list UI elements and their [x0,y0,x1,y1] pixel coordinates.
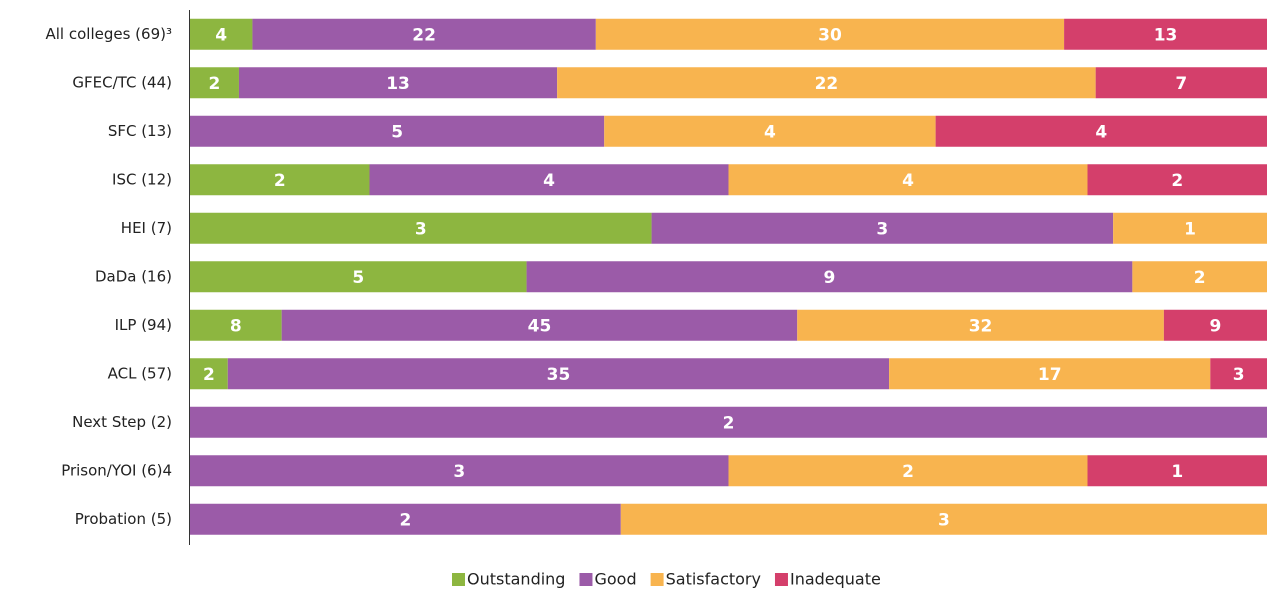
bar-segment [190,67,239,99]
bar-segment [190,309,282,341]
bar-segment [1095,67,1267,99]
bar-segment [190,212,652,244]
bar-segment [190,358,228,390]
y-tick-label: Probation (5) [75,510,172,528]
y-tick-label: HEI (7) [121,219,172,237]
data-label: 5 [352,268,364,288]
data-label: 4 [902,171,914,191]
bar-segment [190,115,605,147]
y-tick-label: GFEC/TC (44) [72,73,172,91]
data-label: 2 [902,462,914,482]
data-label: 3 [938,510,950,530]
data-label: 5 [391,122,403,142]
y-tick-label: Prison/YOI (6)4 [61,461,172,479]
data-label: 4 [764,122,776,142]
bar-segment [1132,261,1267,293]
data-label: 2 [203,365,215,385]
bar-segment [1087,455,1267,487]
bar-segment [728,455,1088,487]
bar-segment [190,18,253,50]
bar-segment [1064,18,1267,50]
data-label: 2 [399,510,411,530]
bar-segment [1210,358,1267,390]
y-tick-label: SFC (13) [108,122,172,140]
y-tick-label: ILP (94) [115,316,172,334]
bar-segment [1113,212,1267,244]
y-tick-label: ISC (12) [112,170,172,188]
bar-segment [651,212,1114,244]
bar-segment [889,358,1211,390]
legend-swatch [774,573,788,586]
bar-segment [1087,164,1267,196]
y-tick-label: All colleges (69)³ [46,25,173,43]
data-label: 22 [815,74,839,94]
y-tick-label: Next Step (2) [72,413,172,431]
data-label: 3 [453,462,465,482]
bar-segment [369,164,729,196]
data-label: 17 [1038,365,1062,385]
data-label: 3 [415,219,427,239]
data-label: 30 [818,25,842,45]
data-label: 13 [1154,25,1178,45]
data-label: 2 [274,171,286,191]
data-label: 22 [412,25,436,45]
legend-label: Good [594,570,636,589]
bar-segment [620,503,1267,535]
bar-segment [238,67,558,99]
data-label: 32 [969,316,993,336]
bar-segment [252,18,596,50]
bar-segment [1163,309,1267,341]
bar-segment [604,115,936,147]
legend-swatch [650,573,664,586]
data-label: 9 [824,268,836,288]
bar-segment [190,503,621,535]
data-label: 4 [215,25,227,45]
data-label: 35 [547,365,571,385]
data-label: 13 [386,74,410,94]
legend-label: Satisfactory [666,570,761,589]
legend-swatch [452,573,465,586]
data-label: 9 [1210,316,1222,336]
y-tick-label: ACL (57) [108,364,172,382]
legend-label: Outstanding [467,570,565,589]
bar-segment [281,309,798,341]
bar-segment [728,164,1088,196]
legend-swatch [579,573,593,586]
bar-segment [190,455,729,487]
data-label: 1 [1184,219,1196,239]
data-label: 8 [230,316,242,336]
data-label: 2 [1171,171,1183,191]
y-tick-label: DaDa (16) [95,267,172,285]
bar-segment [190,406,1267,438]
data-label: 7 [1175,74,1187,94]
bar-segment [190,164,370,196]
legend-label: Inadequate [790,570,881,589]
bar-segment [935,115,1267,147]
data-label: 3 [876,219,888,239]
bar-segment [227,358,890,390]
bar-segment [557,67,1096,99]
data-label: 2 [209,74,221,94]
bar-segment [190,261,527,293]
data-label: 4 [543,171,555,191]
data-label: 1 [1171,462,1183,482]
bar-segment [526,261,1133,293]
bar-segment [595,18,1065,50]
data-label: 3 [1233,365,1245,385]
data-label: 4 [1095,122,1107,142]
data-label: 2 [1194,268,1206,288]
data-label: 2 [723,413,735,433]
data-label: 45 [528,316,552,336]
bar-segment [797,309,1164,341]
